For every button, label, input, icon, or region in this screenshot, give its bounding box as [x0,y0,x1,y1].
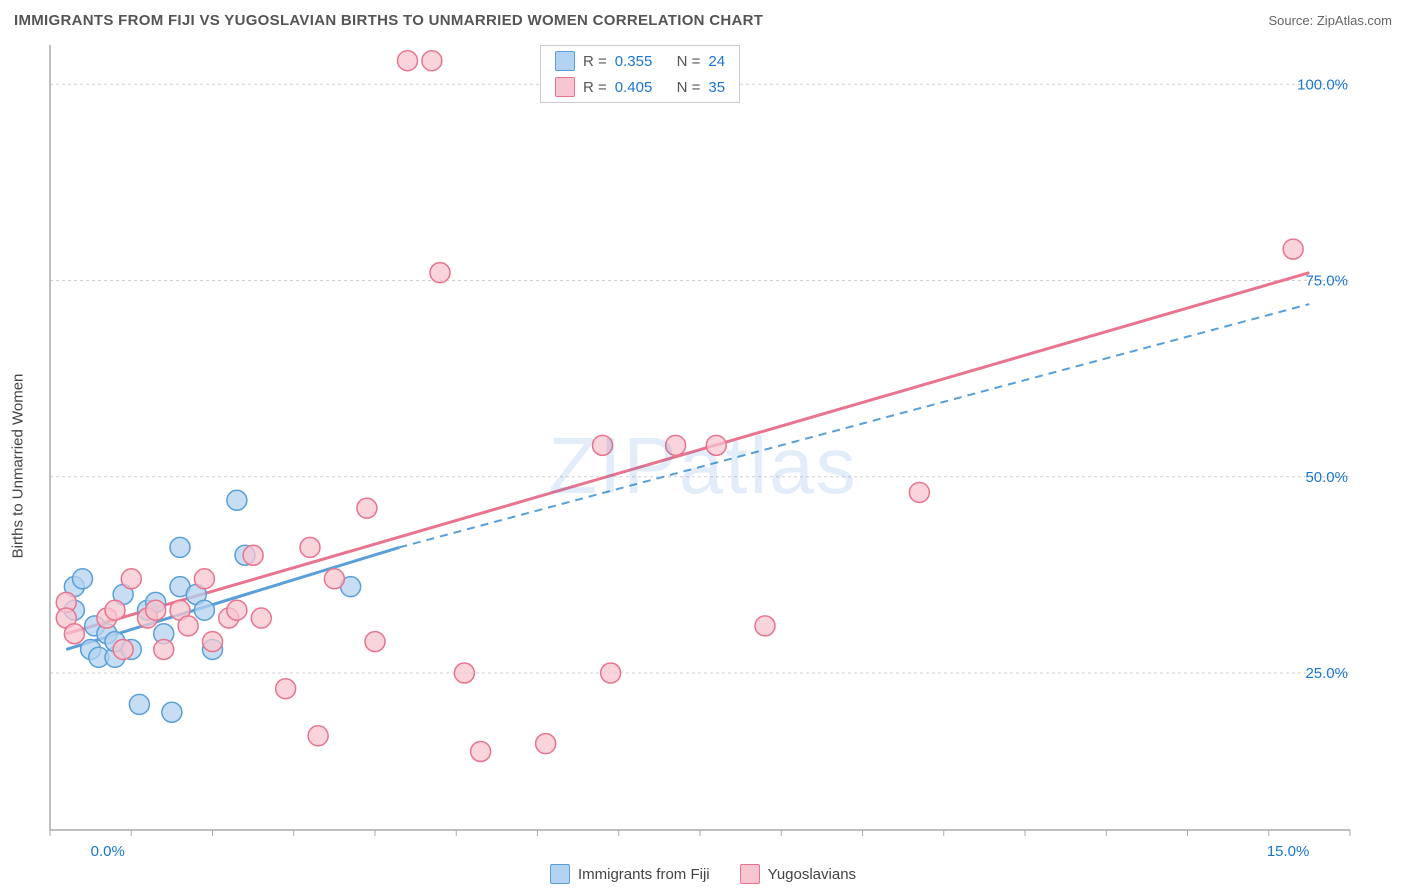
source-attribution: Source: ZipAtlas.com [1268,13,1392,28]
stats-legend: R = 0.355 N = 24 R = 0.405 N = 35 [540,45,740,103]
svg-text:25.0%: 25.0% [1305,665,1348,682]
source-prefix: Source: [1268,13,1316,28]
source-name: ZipAtlas.com [1317,13,1392,28]
n-prefix: N = [677,79,701,96]
chart-container: Births to Unmarried Women ZIPatlas 25.0%… [0,40,1406,892]
legend-swatch-fiji-b [550,864,570,884]
legend-item-fiji: Immigrants from Fiji [550,864,710,884]
svg-text:50.0%: 50.0% [1305,469,1348,486]
svg-text:75.0%: 75.0% [1305,273,1348,290]
n-value-fiji: 24 [708,53,725,70]
n-value-yugo: 35 [708,79,725,96]
legend-swatch-yugo-b [740,864,760,884]
svg-text:100.0%: 100.0% [1297,76,1348,93]
chart-header: IMMIGRANTS FROM FIJI VS YUGOSLAVIAN BIRT… [0,0,1406,40]
r-value-yugo: 0.405 [615,79,653,96]
legend-label-fiji: Immigrants from Fiji [578,866,710,883]
r-value-fiji: 0.355 [615,53,653,70]
legend-label-yugo: Yugoslavians [768,866,856,883]
legend-swatch-fiji [555,51,575,71]
stats-legend-row-yugo: R = 0.405 N = 35 [541,74,739,100]
r-prefix: R = [583,53,607,70]
legend-item-yugo: Yugoslavians [740,864,856,884]
r-prefix: R = [583,79,607,96]
svg-text:0.0%: 0.0% [91,843,125,860]
stats-legend-row-fiji: R = 0.355 N = 24 [541,48,739,74]
chart-title: IMMIGRANTS FROM FIJI VS YUGOSLAVIAN BIRT… [14,12,763,29]
bottom-legend: Immigrants from Fiji Yugoslavians [0,864,1406,884]
svg-text:15.0%: 15.0% [1267,843,1310,860]
legend-swatch-yugo [555,77,575,97]
n-prefix: N = [677,53,701,70]
scatter-chart: 25.0% 50.0% 75.0% 100.0% 0.0% 15.0% [0,40,1406,892]
